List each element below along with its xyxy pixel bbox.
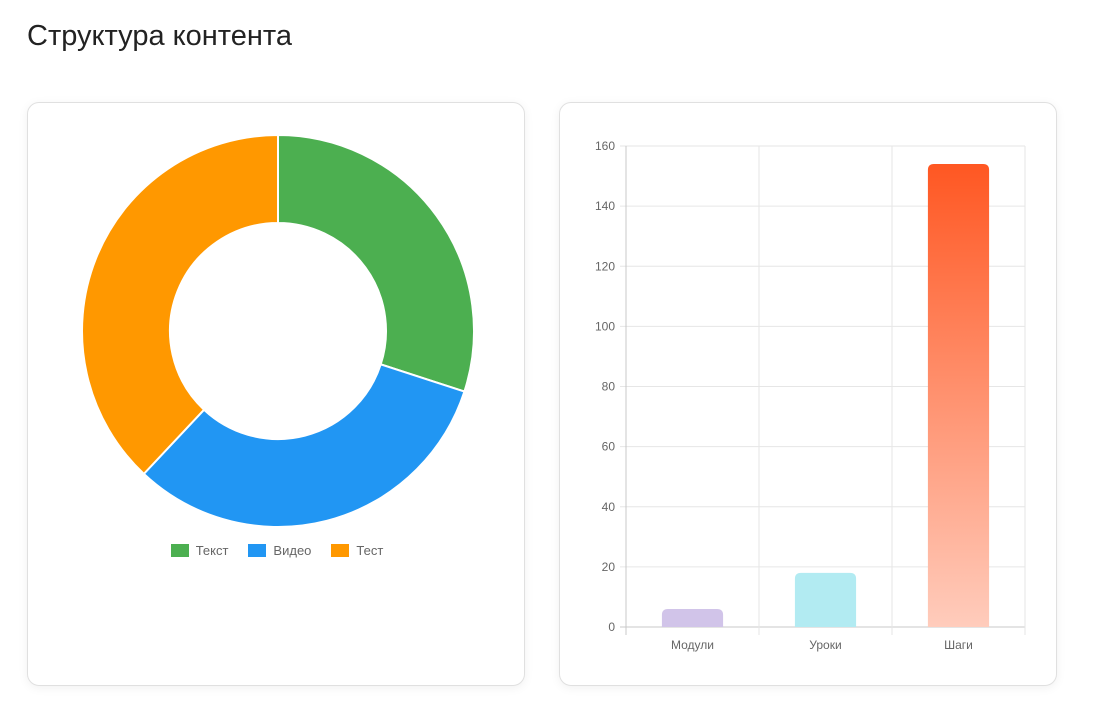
legend-swatch-test	[331, 544, 350, 557]
legend-swatch-video	[248, 544, 267, 557]
legend-item-video[interactable]: Видео	[248, 543, 311, 558]
legend-label-test: Тест	[356, 543, 384, 558]
legend-item-test[interactable]: Тест	[331, 543, 383, 558]
bar-steps[interactable]	[927, 164, 990, 627]
y-tick-label: 160	[595, 139, 615, 153]
bar-lessons[interactable]	[794, 572, 857, 627]
y-tick-label: 0	[608, 620, 615, 634]
doughnut-chart	[81, 133, 475, 528]
x-tick-label-modules: Модули	[671, 638, 714, 652]
doughnut-slice-video[interactable]	[142, 363, 466, 528]
doughnut-slice-text[interactable]	[277, 133, 475, 393]
legend-swatch-text	[170, 544, 189, 557]
legend-item-text[interactable]: Текст	[170, 543, 229, 558]
y-tick-label: 60	[602, 440, 616, 454]
doughnut-legend: Текст Видео Тест	[28, 543, 526, 558]
y-tick-label: 20	[602, 560, 616, 574]
bar-chart: 0 20 40 60 80 100 120 140 160 Модули Уроки Шаги	[595, 139, 1026, 652]
page-title: Структура контента	[27, 20, 292, 52]
doughnut-slice-test[interactable]	[81, 133, 279, 476]
y-tick-label: 40	[602, 500, 616, 514]
y-tick-label: 140	[595, 199, 615, 213]
legend-label-video: Видео	[273, 543, 312, 558]
bar-modules[interactable]	[661, 608, 724, 627]
x-tick-label-steps: Шаги	[944, 638, 973, 652]
y-tick-label: 100	[595, 319, 615, 333]
doughnut-chart-card: Текст Видео Тест	[27, 102, 525, 686]
x-tick-label-lessons: Уроки	[809, 638, 841, 652]
y-tick-label: 120	[595, 259, 615, 273]
bar-chart-card: 0 20 40 60 80 100 120 140 160 Модули Уроки Шаги	[559, 102, 1057, 686]
y-tick-label: 80	[602, 380, 616, 394]
legend-label-text: Текст	[195, 543, 229, 558]
